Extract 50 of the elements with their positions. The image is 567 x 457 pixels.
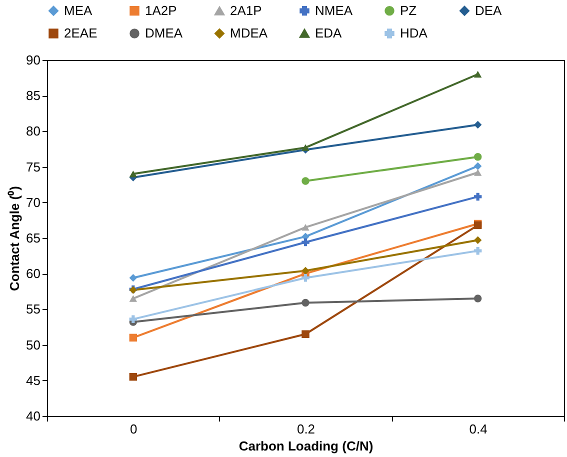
point: [474, 162, 482, 170]
point: [474, 192, 482, 201]
y-tick-label: 90: [26, 52, 40, 68]
y-tick-label: 50: [26, 337, 40, 352]
point: [129, 170, 138, 178]
x-tick-label: 0.4: [469, 422, 488, 436]
point: [474, 246, 482, 255]
y-tick-label: 45: [26, 372, 40, 388]
legend-label: DMEA: [145, 26, 183, 40]
x-tick-label: 0.2: [296, 422, 316, 436]
point: [302, 144, 310, 151]
point: [474, 236, 482, 244]
y-tick-label: 70: [26, 194, 40, 210]
legend-label: EDA: [315, 26, 342, 40]
y-tick-label: 55: [26, 302, 40, 317]
point: [302, 330, 310, 338]
point: [302, 298, 310, 307]
point: [474, 169, 482, 176]
x-tick-label: 0: [130, 422, 138, 436]
point: [302, 224, 310, 231]
legend-label: NMEA: [315, 2, 353, 18]
legend-label: HDA: [400, 26, 428, 40]
y-tick-label: 75: [26, 159, 40, 174]
point: [129, 295, 138, 302]
point: [474, 152, 482, 161]
point: [129, 274, 138, 282]
y-axis-title: Contact Angle (⁰): [7, 186, 22, 291]
legend-label: PZ: [400, 2, 417, 18]
point: [302, 266, 310, 275]
y-tick-label: 40: [26, 408, 40, 424]
legend-label: MEA: [64, 2, 92, 18]
y-tick-label: 80: [26, 124, 40, 139]
point: [302, 274, 310, 282]
point: [474, 294, 482, 302]
point: [129, 334, 138, 342]
y-tick-label: 65: [26, 230, 40, 246]
legend-label: DEA: [475, 2, 502, 18]
point: [129, 315, 138, 324]
point: [302, 238, 310, 246]
point: [302, 177, 310, 185]
x-axis-title: Carbon Loading (C/N): [238, 438, 374, 454]
legend-label: 2EAE: [64, 26, 98, 40]
point: [129, 372, 138, 381]
legend-label: 1A2P: [145, 2, 177, 18]
point: [474, 120, 482, 129]
y-tick-label: 85: [26, 88, 40, 104]
legend-label: 2A1P: [230, 3, 262, 18]
legend-label: MDEA: [230, 26, 268, 40]
point: [474, 70, 482, 78]
y-tick-label: 60: [26, 266, 40, 282]
